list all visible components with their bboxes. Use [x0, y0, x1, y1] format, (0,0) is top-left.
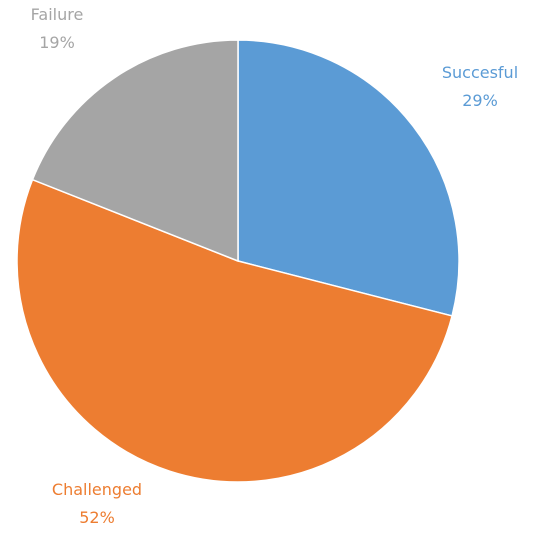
pie-label-value: 29% [462, 91, 498, 110]
labels-layer: Succesful 29% Challenged 52% Failure 19% [31, 5, 518, 527]
pie-slice-challenged [16, 178, 453, 483]
pie-label-value: 19% [39, 33, 75, 52]
pie-label-succesful: Succesful 29% [442, 63, 518, 110]
pie-label-failure: Failure 19% [31, 5, 84, 52]
pie-label-challenged: Challenged 52% [52, 480, 142, 527]
pie-label-name: Challenged [52, 480, 142, 499]
pie-slice-succesful [237, 39, 460, 317]
pie-label-name: Failure [31, 5, 84, 24]
pie-label-name: Succesful [442, 63, 518, 82]
pie-label-value: 52% [79, 508, 115, 527]
pie-slice-failure [31, 39, 239, 263]
slices-layer [16, 39, 460, 483]
